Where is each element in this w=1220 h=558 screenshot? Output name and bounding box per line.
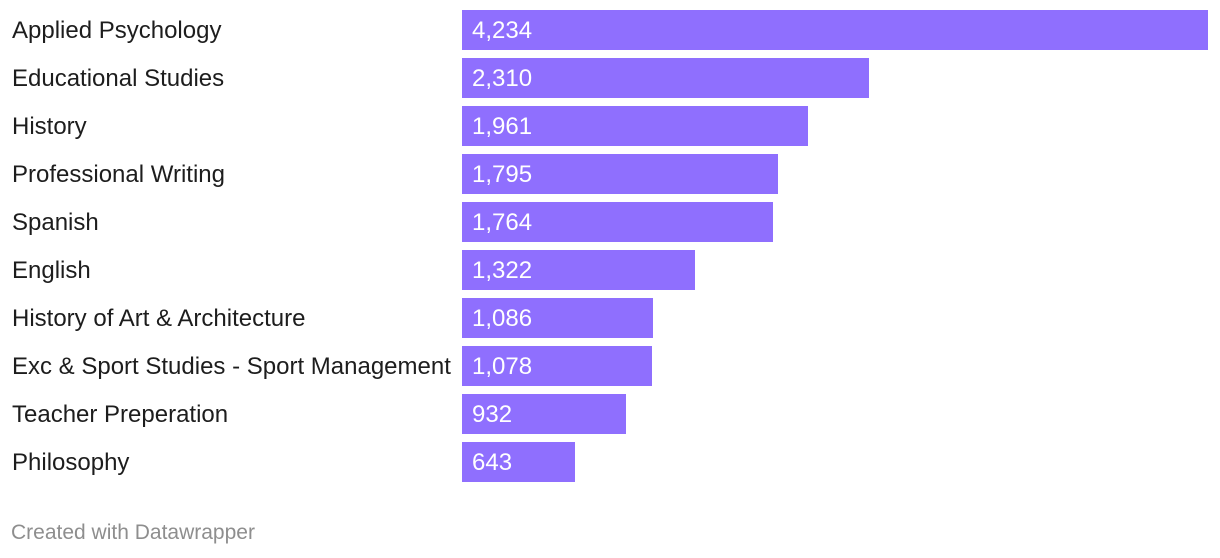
bar-row: Philosophy 643 [12,442,575,482]
bar-chart: Applied Psychology 4,234 Educational Studi… [12,10,1208,482]
bar-row: English 1,322 [12,250,695,290]
bar [462,154,778,194]
bar [462,202,773,242]
bar [462,346,652,386]
datawrapper-credit[interactable]: Created with Datawrapper [11,521,255,544]
category-label: Spanish [12,209,99,236]
bar-row: Educational Studies 2,310 [12,58,869,98]
value-label: 1,961 [472,113,532,140]
category-label: Educational Studies [12,65,224,92]
category-label: Exc & Sport Studies - Sport Management [12,353,451,380]
bar [462,10,1208,50]
category-label: Philosophy [12,449,129,476]
category-label: Applied Psychology [12,17,221,44]
value-label: 1,764 [472,209,532,236]
value-label: 4,234 [472,17,532,44]
bar-row: Spanish 1,764 [12,202,773,242]
category-label: Professional Writing [12,161,225,188]
bar [462,394,626,434]
bar [462,250,695,290]
bar-row: Teacher Preperation 932 [12,394,626,434]
value-label: 932 [472,401,512,428]
value-label: 2,310 [472,65,532,92]
category-label: English [12,257,91,284]
bar [462,442,575,482]
value-label: 1,322 [472,257,532,284]
bar-row: Exc & Sport Studies - Sport Management 1,… [12,346,652,386]
bar [462,298,653,338]
category-label: History of Art & Architecture [12,305,305,332]
bar-row: History 1,961 [12,106,808,146]
value-label: 1,078 [472,353,532,380]
bar [462,106,808,146]
category-label: History [12,113,87,140]
value-label: 643 [472,449,512,476]
bar-row: Applied Psychology 4,234 [12,10,1208,50]
bar [462,58,869,98]
bar-row: History of Art & Architecture 1,086 [12,298,653,338]
category-label: Teacher Preperation [12,401,228,428]
value-label: 1,086 [472,305,532,332]
bar-row: Professional Writing 1,795 [12,154,778,194]
value-label: 1,795 [472,161,532,188]
